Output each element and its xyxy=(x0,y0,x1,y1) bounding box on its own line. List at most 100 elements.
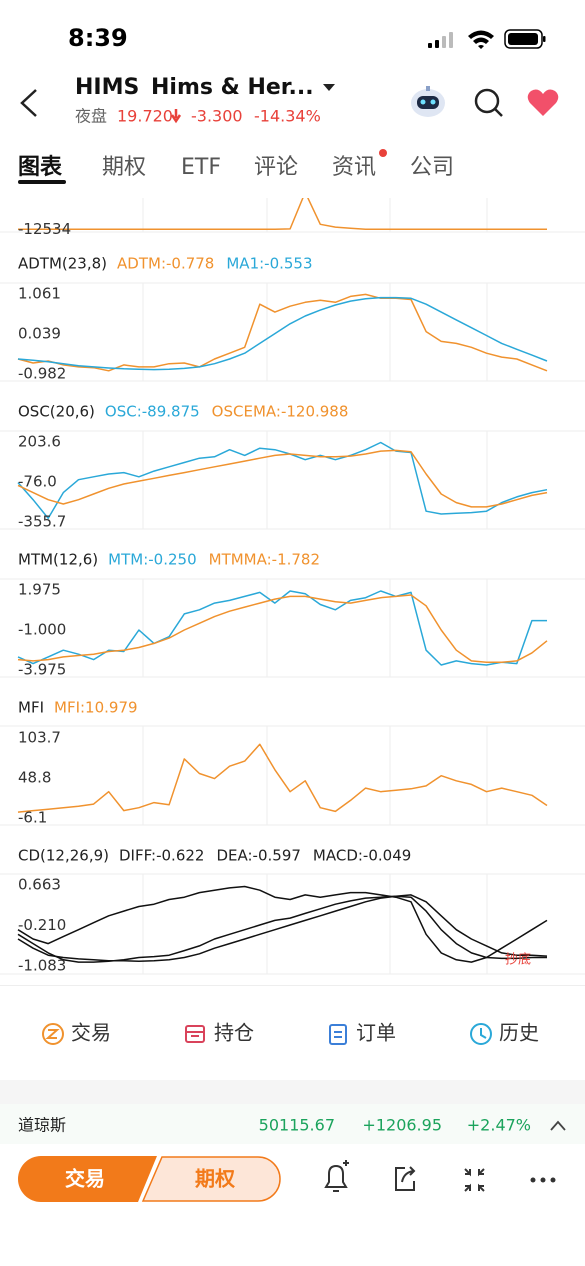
legend-entry: DEA:-0.597 xyxy=(216,847,300,865)
legend-entry: MTMMA:-1.782 xyxy=(209,551,320,569)
back-button[interactable] xyxy=(20,89,37,117)
legend-entry: ADTM:-0.778 xyxy=(117,255,214,273)
status-icons xyxy=(428,29,546,49)
legend-entry: OSCEMA:-120.988 xyxy=(212,403,349,421)
action-label[interactable]: 交易 xyxy=(71,1021,111,1045)
more-icon[interactable] xyxy=(530,1177,556,1183)
indicator-panel: 103.7 48.8 -6.1 MFI MFI:10.979 xyxy=(0,699,585,827)
change: -3.300 xyxy=(191,107,243,126)
tab[interactable]: 期权 xyxy=(102,155,146,180)
symbol: HIMS xyxy=(75,75,139,100)
plot-area xyxy=(17,441,548,520)
tab[interactable]: ETF xyxy=(181,155,221,180)
indicator-panel: 0.663 -0.210 -1.083 CD(12,26,9) DIFF:-0.622 D… xyxy=(0,847,585,975)
plot-area xyxy=(17,885,548,963)
down-arrow xyxy=(170,109,182,124)
divider xyxy=(0,985,585,986)
plot-area xyxy=(17,743,548,813)
series-line xyxy=(17,293,548,372)
legend-entry: MA1:-0.553 xyxy=(226,255,312,273)
expand-caret[interactable] xyxy=(550,1120,566,1131)
legend-entry: MACD:-0.049 xyxy=(313,847,411,865)
home-area xyxy=(0,1230,585,1266)
panel-title: CD(12,26,9) xyxy=(18,847,109,865)
y-tick-label: 103.7 xyxy=(18,729,61,747)
action-label[interactable]: 订单 xyxy=(356,1021,396,1045)
y-tick-label: 0.663 xyxy=(18,876,61,894)
dropdown-caret[interactable] xyxy=(323,84,335,91)
series-line xyxy=(17,449,548,508)
tab-bar: 图表 期权 ETF 评论 资讯 公司 xyxy=(18,155,454,180)
series-line xyxy=(17,296,548,371)
change-pct: -14.34% xyxy=(254,107,321,126)
y-tick-label: 0.039 xyxy=(18,325,61,343)
series-line xyxy=(18,198,547,231)
y-tick-label: -6.1 xyxy=(18,809,47,827)
y-tick-label: -76.0 xyxy=(18,472,57,490)
series-line xyxy=(17,894,548,962)
options-label: 期权 xyxy=(195,1167,236,1191)
action-bar: 交易 持仓 订单 历史 xyxy=(71,1021,539,1045)
y-tick-label: 1.061 xyxy=(18,285,61,303)
search-icon[interactable] xyxy=(474,88,503,117)
trade-button[interactable] xyxy=(18,1156,157,1202)
clock: 8:39 xyxy=(68,24,128,52)
separator xyxy=(0,1080,585,1104)
legend-entry: MTM:-0.250 xyxy=(108,551,196,569)
y-tick-label: 1.975 xyxy=(18,581,61,599)
company-name[interactable]: Hims & Her... xyxy=(151,75,314,100)
y-tick-label: -0.210 xyxy=(18,916,66,934)
y-tick-label: 48.8 xyxy=(18,769,51,787)
ticker-bar[interactable] xyxy=(0,1104,585,1144)
panel-title: OSC(20,6) xyxy=(18,403,95,421)
y-tick-label: -12534 xyxy=(18,220,71,238)
favorite-icon[interactable] xyxy=(527,89,559,116)
action-label[interactable]: 历史 xyxy=(499,1021,539,1045)
indicator-panel: -12534 xyxy=(0,198,585,238)
tab[interactable]: 评论 xyxy=(254,155,298,180)
indicator-panel: 203.6 -76.0 -355.7 OSC(20,6) OSC:-89.875 OSCE… xyxy=(0,403,585,531)
panel-title: ADTM(23,8) xyxy=(18,255,107,273)
y-tick-label: -355.7 xyxy=(18,513,66,531)
series-line xyxy=(17,895,547,963)
plot-area xyxy=(18,198,547,231)
index-name: 道琼斯 xyxy=(18,1116,66,1135)
indicator-panel: 1.975 -1.000 -3.975 MTM(12,6) MTM:-0.250 MTMM… xyxy=(0,551,585,679)
indicator-panels: -12534 1.061 0.039 -0.982 ADTM(23,8) ADTM:-0.… xyxy=(0,198,585,975)
news-dot xyxy=(379,149,387,157)
legend-entry: DIFF:-0.622 xyxy=(119,847,204,865)
y-tick-label: -3.975 xyxy=(18,661,66,679)
series-line xyxy=(17,743,548,813)
y-tick-label: 203.6 xyxy=(18,433,61,451)
action-label[interactable]: 持仓 xyxy=(214,1021,254,1045)
series-line xyxy=(17,594,548,664)
index-value: 50115.67 xyxy=(259,1116,335,1135)
tab[interactable]: 公司 xyxy=(410,155,454,180)
panel-title: MFI xyxy=(18,699,44,717)
options-button[interactable] xyxy=(141,1156,281,1202)
index-change: +1206.95 xyxy=(362,1116,442,1135)
plot-area xyxy=(17,293,548,372)
index-pct: +2.47% xyxy=(467,1116,531,1135)
legend-entry: MFI:10.979 xyxy=(54,699,138,717)
y-tick-label: -1.083 xyxy=(18,957,66,975)
action-icons xyxy=(42,1023,492,1045)
session: 夜盘 xyxy=(75,107,107,126)
trade-label: 交易 xyxy=(65,1167,105,1191)
tab[interactable]: 图表 xyxy=(18,155,63,180)
series-line xyxy=(17,441,548,520)
indicator-panel: 1.061 0.039 -0.982 ADTM(23,8) ADTM:-0.778 MA1… xyxy=(0,255,585,383)
legend-entry: OSC:-89.875 xyxy=(105,403,200,421)
y-tick-label: -1.000 xyxy=(18,621,66,639)
annotation: 抄底 xyxy=(505,952,531,968)
y-tick-label: -0.982 xyxy=(18,365,66,383)
price: 19.720 xyxy=(117,107,173,126)
robot-icon[interactable] xyxy=(411,86,445,117)
plot-area xyxy=(17,590,548,666)
panel-title: MTM(12,6) xyxy=(18,551,98,569)
tab[interactable]: 资讯 xyxy=(332,155,376,180)
toolbar-icons[interactable] xyxy=(324,1160,485,1192)
series-line xyxy=(17,885,548,963)
